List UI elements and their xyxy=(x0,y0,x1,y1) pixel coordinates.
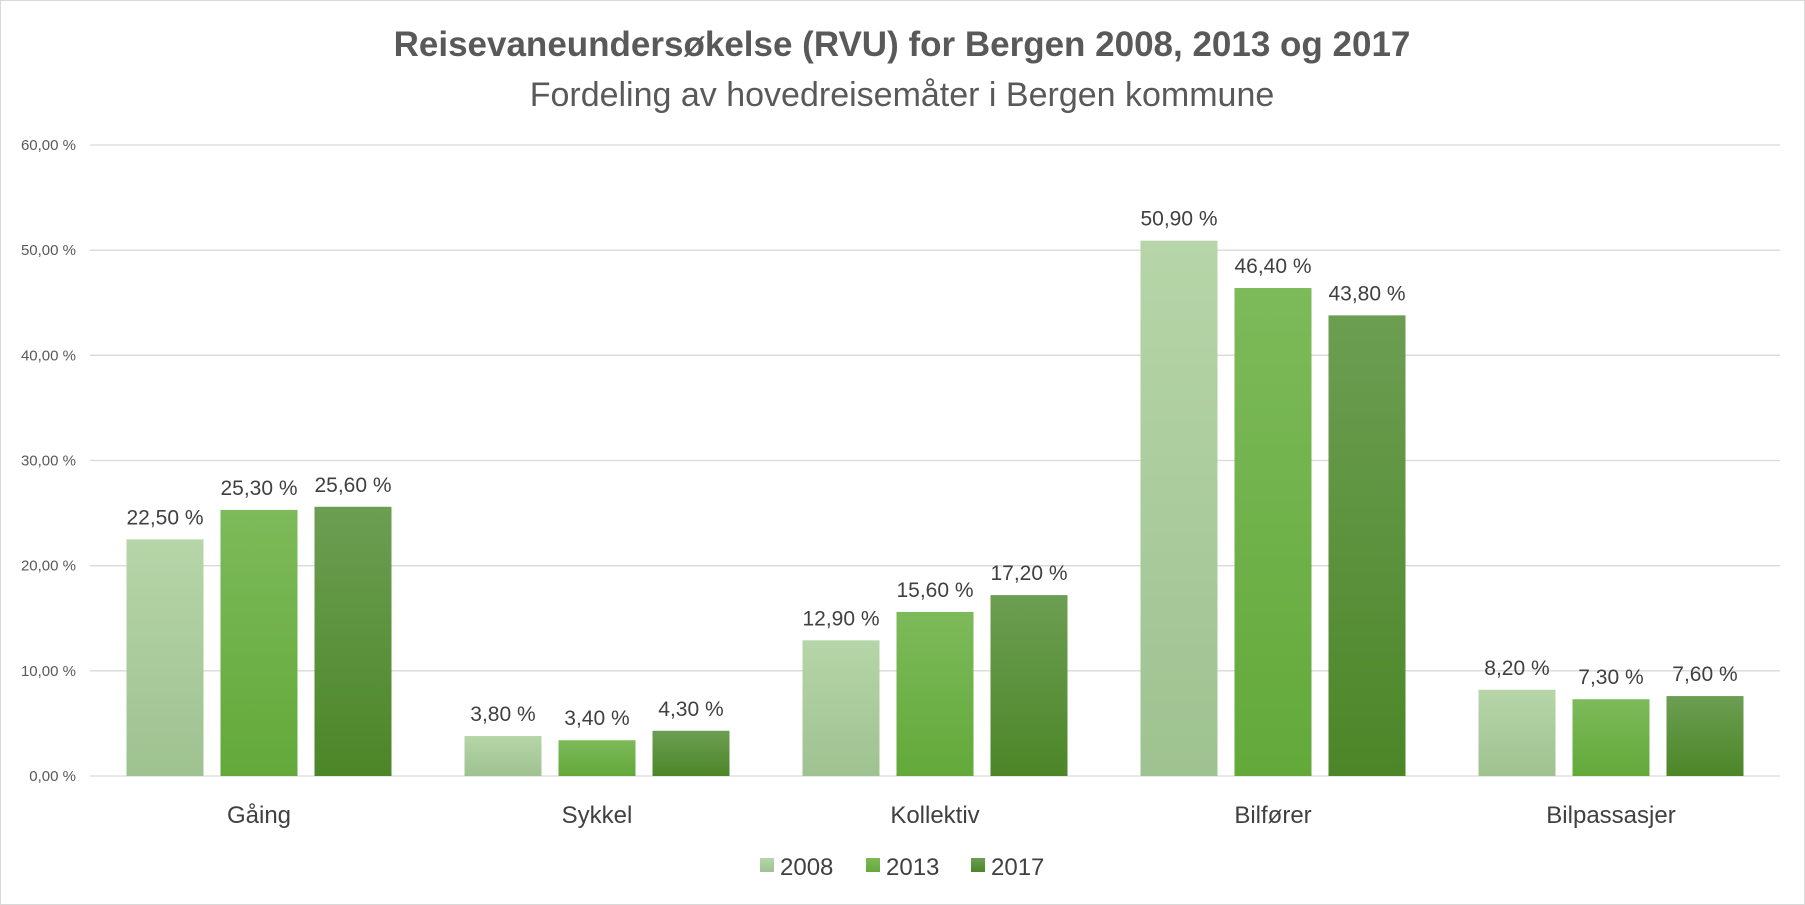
legend-swatch-2013 xyxy=(866,858,880,872)
chart-title: Reisevaneundersøkelse (RVU) for Bergen 2… xyxy=(394,25,1411,64)
y-tick-label: 20,00 % xyxy=(21,558,76,575)
category-label: Kollektiv xyxy=(890,802,979,829)
bar-2013-sykkel xyxy=(558,740,636,776)
category-labels: Gåing Sykkel Kollektiv Bilfører Bilpassasjer xyxy=(227,802,1676,829)
bar-2008-kollektiv xyxy=(802,640,880,776)
bar-2008-bilfører xyxy=(1140,240,1218,776)
data-label: 12,90 % xyxy=(802,607,879,630)
y-tick-label: 0,00 % xyxy=(29,768,76,785)
bar-2008-sykkel xyxy=(464,736,542,776)
bar-2008-gåing xyxy=(126,539,204,776)
data-label: 15,60 % xyxy=(896,579,973,602)
legend-label-2017: 2017 xyxy=(991,854,1044,881)
data-label: 22,50 % xyxy=(126,506,203,529)
bar-2017-bilpassasjer xyxy=(1666,696,1744,776)
category-label: Bilpassasjer xyxy=(1546,802,1675,829)
data-label: 7,60 % xyxy=(1672,663,1737,686)
y-tick-label: 10,00 % xyxy=(21,663,76,680)
y-tick-label: 30,00 % xyxy=(21,453,76,470)
bar-2013-kollektiv xyxy=(896,611,974,776)
bar-2008-bilpassasjer xyxy=(1478,689,1556,776)
bar-2017-sykkel xyxy=(652,730,730,776)
legend-label-2008: 2008 xyxy=(780,854,833,881)
data-label: 3,40 % xyxy=(564,707,629,730)
data-label: 43,80 % xyxy=(1328,282,1405,305)
category-label: Gåing xyxy=(227,802,291,829)
category-label: Bilfører xyxy=(1234,802,1311,829)
data-label: 25,60 % xyxy=(314,474,391,497)
bar-2017-gåing xyxy=(314,506,392,776)
legend-label-2013: 2013 xyxy=(886,854,939,881)
y-tick-label: 40,00 % xyxy=(21,347,76,364)
data-label: 7,30 % xyxy=(1578,666,1643,689)
data-label: 8,20 % xyxy=(1484,657,1549,680)
data-label: 50,90 % xyxy=(1140,208,1217,231)
data-label: 4,30 % xyxy=(658,698,723,721)
y-tick-label: 50,00 % xyxy=(21,242,76,259)
data-label: 25,30 % xyxy=(220,477,297,500)
bars xyxy=(126,240,1744,776)
category-label: Sykkel xyxy=(562,802,633,829)
legend: 2008 2013 2017 xyxy=(760,854,1044,881)
y-tick-label: 60,00 % xyxy=(21,137,76,154)
bar-2013-bilpassasjer xyxy=(1572,699,1650,776)
data-label: 17,20 % xyxy=(990,562,1067,585)
chart-subtitle: Fordeling av hovedreisemåter i Bergen ko… xyxy=(530,76,1275,114)
bar-2017-bilfører xyxy=(1328,315,1406,776)
y-axis-ticks: 0,00 % 10,00 % 20,00 % 30,00 % 40,00 % 50,00 … xyxy=(21,137,76,785)
data-label: 3,80 % xyxy=(470,703,535,726)
data-label: 46,40 % xyxy=(1234,255,1311,278)
bar-2013-bilfører xyxy=(1234,288,1312,776)
legend-swatch-2008 xyxy=(760,858,774,872)
bar-2017-kollektiv xyxy=(990,595,1068,776)
data-labels: 22,50 % 25,30 % 25,60 % 3,80 % 3,40 % 4,30 % 1… xyxy=(126,208,1737,731)
legend-swatch-2017 xyxy=(971,858,985,872)
bar-2013-gåing xyxy=(220,509,298,776)
